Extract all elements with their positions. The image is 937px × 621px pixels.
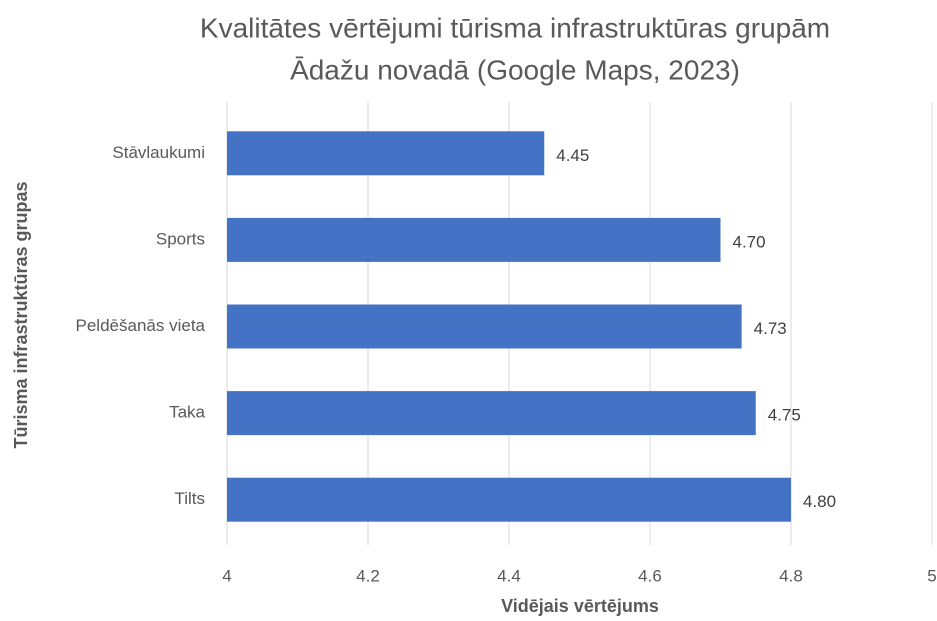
bar	[227, 477, 791, 522]
data-label: 4.73	[754, 319, 787, 338]
chart-title: Ādažu novadā (Google Maps, 2023)	[290, 54, 740, 85]
x-tick-label: 5	[927, 566, 936, 585]
x-tick-label: 4.4	[497, 566, 521, 585]
y-tick-label: Taka	[169, 403, 205, 422]
data-label: 4.75	[768, 406, 801, 425]
bar	[227, 391, 756, 436]
chart-title: Kvalitātes vērtējumi tūrisma infrastrukt…	[200, 12, 830, 43]
y-axis-title: Tūrisma infrastruktūras grupas	[11, 181, 31, 448]
y-tick-label: Peldēšanās vieta	[76, 316, 206, 335]
bar	[227, 304, 742, 349]
data-label: 4.70	[733, 232, 766, 251]
y-tick-label: Stāvlaukumi	[112, 143, 205, 162]
x-tick-label: 4	[222, 566, 231, 585]
bar	[227, 217, 721, 262]
bar	[227, 131, 545, 176]
x-tick-label: 4.2	[356, 566, 380, 585]
data-label: 4.45	[556, 146, 589, 165]
x-tick-label: 4.8	[779, 566, 803, 585]
y-tick-label: Tilts	[174, 489, 205, 508]
x-axis-title: Vidējais vērtējums	[501, 596, 659, 616]
x-tick-label: 4.6	[638, 566, 662, 585]
y-tick-label: Sports	[156, 229, 205, 248]
data-label: 4.80	[803, 492, 836, 511]
